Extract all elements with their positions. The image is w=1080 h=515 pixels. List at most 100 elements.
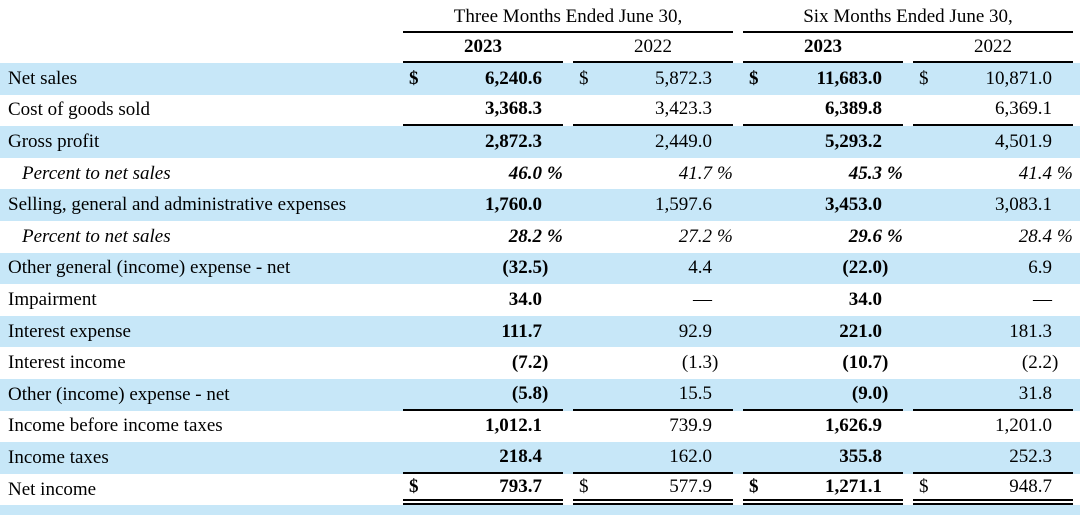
table-row: Income taxes 218.4 162.0 355.8 252.3 xyxy=(0,442,1080,474)
value-number: 162.0 xyxy=(669,445,712,467)
row-label: Income taxes xyxy=(8,446,109,468)
value-number: 4.4 xyxy=(688,257,712,279)
value-number: 28.2 xyxy=(508,225,542,247)
year-header-6m-2022: 2022 xyxy=(913,33,1073,63)
row-label: Gross profit xyxy=(8,130,100,152)
value-number: (32.5 xyxy=(502,257,542,279)
value-cell: $1,271.1 xyxy=(743,474,903,506)
value-cell: (1.3) xyxy=(573,347,733,379)
value-cell: 92.9 xyxy=(573,316,733,348)
value-cell: 41.4% xyxy=(913,158,1073,190)
value-number: 6,240.6 xyxy=(485,67,542,89)
table-row: Net sales $6,240.6 $5,872.3 $11,683.0 $10,87… xyxy=(0,63,1080,95)
row-label: Other general (income) expense - net xyxy=(8,257,291,279)
value-cell: 162.0 xyxy=(573,442,733,474)
value-number: — xyxy=(1033,288,1052,310)
value-cell: — xyxy=(573,284,733,316)
value-suffix: ) xyxy=(542,382,549,404)
value-cell: (7.2) xyxy=(403,347,563,379)
value-number: 948.7 xyxy=(1009,475,1052,497)
value-number: (10.7 xyxy=(842,352,882,374)
value-suffix: % xyxy=(547,225,563,247)
row-label: Net income xyxy=(8,478,97,500)
value-cell: 3,083.1 xyxy=(913,189,1073,221)
value-number: (22.0 xyxy=(842,257,882,279)
value-suffix: ) xyxy=(542,352,549,374)
table-row: Interest income (7.2) (1.3) (10.7) (2.2) xyxy=(0,347,1080,379)
table-row: Other general (income) expense - net (32.… xyxy=(0,252,1080,285)
row-label: Interest expense xyxy=(8,320,131,342)
table-row: Other (income) expense - net (5.8) 15.5 (9.… xyxy=(0,378,1080,411)
value-suffix: ) xyxy=(882,382,889,404)
value-cell: 6,389.8 xyxy=(743,95,903,127)
value-cell: $10,871.0 xyxy=(913,63,1073,95)
year-header-3m-2022: 2022 xyxy=(573,33,733,63)
header-spacer xyxy=(0,33,403,63)
dollar-sign: $ xyxy=(579,475,589,497)
value-cell: 2,449.0 xyxy=(573,126,733,158)
value-number: 41.4 xyxy=(1018,162,1052,184)
value-cell: 252.3 xyxy=(913,442,1073,474)
value-cell: 739.9 xyxy=(573,411,733,443)
value-number: 1,201.0 xyxy=(995,415,1052,437)
value-number: 27.2 xyxy=(678,225,712,247)
value-cell: 1,760.0 xyxy=(403,189,563,221)
value-cell: 1,012.1 xyxy=(403,411,563,443)
value-number: 2,872.3 xyxy=(485,130,542,152)
value-number: 252.3 xyxy=(1009,445,1052,467)
value-number: 34.0 xyxy=(848,288,882,310)
value-number: 1,626.9 xyxy=(825,415,882,437)
value-number: 355.8 xyxy=(839,445,882,467)
value-cell: $793.7 xyxy=(403,474,563,506)
year-header-6m-2023: 2023 xyxy=(743,33,903,63)
period-header-three-months: Three Months Ended June 30, xyxy=(403,3,733,33)
value-number: 29.6 xyxy=(848,225,882,247)
value-cell: 221.0 xyxy=(743,316,903,348)
value-number: 2,449.0 xyxy=(655,130,712,152)
value-number: 218.4 xyxy=(499,445,542,467)
value-number: 221.0 xyxy=(839,320,882,342)
table-row: Cost of goods sold 3,368.3 3,423.3 6,389.8 6… xyxy=(0,95,1080,127)
value-suffix: % xyxy=(1057,225,1073,247)
value-suffix: % xyxy=(887,162,903,184)
value-cell: 45.3% xyxy=(743,158,903,190)
value-cell: 3,368.3 xyxy=(403,95,563,127)
value-number: 3,453.0 xyxy=(825,194,882,216)
value-number: 6.9 xyxy=(1028,257,1052,279)
year-header-row: 2023 2022 2023 2022 xyxy=(0,33,1080,63)
value-number: 3,083.1 xyxy=(995,194,1052,216)
dollar-sign: $ xyxy=(579,67,589,89)
value-suffix: % xyxy=(887,225,903,247)
value-number: 5,293.2 xyxy=(825,130,882,152)
value-number: 111.7 xyxy=(501,320,542,342)
value-cell: 34.0 xyxy=(743,284,903,316)
table-body: Net sales $6,240.6 $5,872.3 $11,683.0 $10,87… xyxy=(0,63,1080,506)
value-cell: 4,501.9 xyxy=(913,126,1073,158)
value-number: 1,760.0 xyxy=(485,194,542,216)
value-cell: (22.0) xyxy=(743,253,903,285)
row-label: Percent to net sales xyxy=(22,225,171,247)
table-row: Impairment 34.0 — 34.0 — xyxy=(0,284,1080,316)
table-row: Income before income taxes 1,012.1 739.9 1,… xyxy=(0,411,1080,443)
table-row: Selling, general and administrative expe… xyxy=(0,189,1080,221)
value-number: (2.2 xyxy=(1021,352,1052,374)
row-label: Impairment xyxy=(8,288,97,310)
value-number: 3,423.3 xyxy=(655,98,712,120)
value-number: 34.0 xyxy=(508,288,542,310)
value-number: — xyxy=(693,288,712,310)
table-row: Interest expense 111.7 92.9 221.0 181.3 xyxy=(0,315,1080,348)
value-number: 3,368.3 xyxy=(485,98,542,120)
value-number: (5.8 xyxy=(511,382,542,404)
value-cell: 1,201.0 xyxy=(913,411,1073,443)
value-cell: 28.2% xyxy=(403,221,563,253)
value-number: (7.2 xyxy=(511,352,542,374)
row-label: Cost of goods sold xyxy=(8,99,150,121)
dollar-sign: $ xyxy=(919,67,929,89)
value-cell: 4.4 xyxy=(573,253,733,285)
value-suffix: % xyxy=(717,162,733,184)
header-spacer xyxy=(0,3,403,33)
value-cell: $577.9 xyxy=(573,474,733,506)
value-number: 41.7 xyxy=(678,162,712,184)
value-cell: $5,872.3 xyxy=(573,63,733,95)
value-number: (9.0 xyxy=(851,382,882,404)
